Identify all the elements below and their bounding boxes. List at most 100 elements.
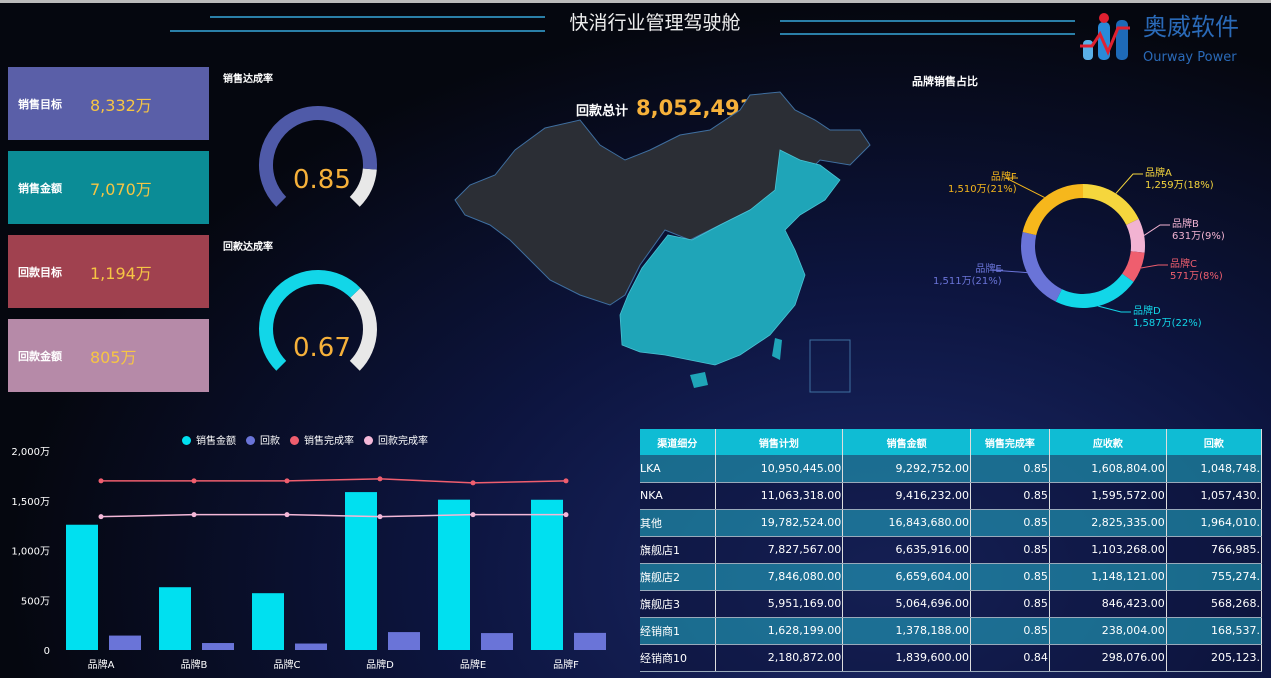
table-row[interactable]: 旗舰店3 5,951,169.00 5,064,696.00 0.85 846,423.… (640, 590, 1263, 618)
brand-pie-chart (990, 173, 1170, 313)
logo-name-cn: 奥威软件 (1143, 13, 1239, 41)
column-header[interactable]: 销售金额 (842, 429, 971, 455)
pie-slice[interactable] (1083, 184, 1139, 226)
legend-item[interactable]: 销售金额 (182, 432, 236, 447)
legend-item[interactable]: 回款 (246, 432, 280, 447)
line-point[interactable] (377, 476, 383, 482)
table-cell: 568,268. (1166, 590, 1263, 618)
legend-dot-icon (290, 436, 299, 445)
table-cell: 5,064,696.00 (842, 590, 971, 618)
sales-rate-gauge (259, 106, 377, 207)
kpi-card: 销售目标 8,332万 (8, 67, 209, 140)
bar-sales[interactable] (531, 499, 563, 650)
pie-label: 品牌F 1,510万(21%) (948, 172, 1017, 196)
table-cell: LKA (640, 455, 716, 483)
column-header[interactable]: 渠道细分 (640, 429, 716, 455)
column-header[interactable]: 销售完成率 (970, 429, 1050, 455)
column-header[interactable]: 应收款 (1049, 429, 1167, 455)
table-row[interactable]: 其他 19,782,524.00 16,843,680.00 0.85 2,825,33… (640, 509, 1263, 537)
pie-label-value: 1,510万(21%) (948, 184, 1017, 195)
bar-sales[interactable] (252, 593, 284, 650)
table-cell: 旗舰店1 (640, 536, 716, 564)
table-cell: 16,843,680.00 (842, 509, 971, 537)
legend-dot-icon (182, 436, 191, 445)
table-cell: 0.85 (970, 617, 1050, 645)
line-point[interactable] (98, 514, 104, 520)
legend-item[interactable]: 销售完成率 (290, 432, 354, 447)
line-point[interactable] (470, 480, 476, 486)
pie-label-name: 品牌D (1133, 306, 1161, 317)
table-row[interactable]: LKA 10,950,445.00 9,292,752.00 0.85 1,608,80… (640, 455, 1263, 483)
table-cell: 298,076.00 (1049, 644, 1167, 672)
bar-return[interactable] (574, 632, 606, 650)
gauge-fill (259, 106, 377, 207)
table-row[interactable]: 旗舰店2 7,846,080.00 6,659,604.00 0.85 1,148,12… (640, 563, 1263, 591)
kpi-value: 7,070万 (90, 179, 152, 199)
pie-slice[interactable] (1055, 273, 1134, 308)
line-point[interactable] (377, 514, 383, 520)
bar-sales[interactable] (438, 499, 470, 650)
pie-slice[interactable] (1126, 218, 1145, 253)
table-row[interactable]: 经销商1 1,628,199.00 1,378,188.00 0.85 238,004.… (640, 617, 1263, 645)
kpi-label: 销售金额 (18, 181, 62, 195)
legend-item[interactable]: 回款完成率 (364, 432, 428, 447)
table-cell: 10,950,445.00 (715, 455, 844, 483)
bar-return[interactable] (202, 643, 234, 650)
line-point[interactable] (470, 512, 476, 518)
table-cell: 1,964,010. (1166, 509, 1263, 537)
line-point[interactable] (191, 478, 197, 484)
pie-label-name: 品牌A (1145, 168, 1172, 179)
table-cell: 19,782,524.00 (715, 509, 844, 537)
line-point[interactable] (563, 512, 569, 518)
kpi-label: 回款目标 (18, 265, 62, 279)
line-point[interactable] (284, 512, 290, 518)
pie-slice[interactable] (1021, 231, 1062, 302)
table-row[interactable]: 旗舰店1 7,827,567.00 6,635,916.00 0.85 1,103,26… (640, 536, 1263, 564)
logo: 奥威软件 Ourway Power (1078, 12, 1268, 68)
table-row[interactable]: 经销商10 2,180,872.00 1,839,600.00 0.84 298,076… (640, 644, 1263, 672)
table-cell: 1,103,268.00 (1049, 536, 1167, 564)
pie-label: 品牌E 1,511万(21%) (933, 264, 1002, 288)
pie-label-value: 1,587万(22%) (1133, 318, 1202, 329)
table-cell: 旗舰店3 (640, 590, 716, 618)
gauge-fill (259, 270, 361, 371)
channel-table: 渠道细分 销售计划 销售金额 销售完成率 应收款 回款 LKA 10,950,445.00 9… (640, 429, 1263, 672)
pie-slice[interactable] (1022, 184, 1083, 236)
bar-return[interactable] (109, 635, 141, 650)
pie-label-name: 品牌F (990, 172, 1017, 183)
column-header[interactable]: 销售计划 (715, 429, 844, 455)
gauge-value: 0.85 (293, 165, 351, 195)
table-cell: 766,985. (1166, 536, 1263, 564)
line-point[interactable] (563, 478, 569, 484)
bar-return[interactable] (481, 633, 513, 650)
chart-legend: 销售金额 回款 销售完成率 回款完成率 (182, 432, 428, 447)
line-point[interactable] (284, 478, 290, 484)
pie-label-line (1143, 224, 1170, 236)
table-cell: 经销商1 (640, 617, 716, 645)
return-rate-gauge (259, 270, 377, 371)
bar-sales[interactable] (159, 587, 191, 650)
bar-sales[interactable] (66, 524, 98, 650)
line-point[interactable] (98, 478, 104, 484)
table-cell: 9,416,232.00 (842, 482, 971, 510)
y-tick-label: 0 (44, 646, 50, 657)
pie-label-line (1098, 305, 1131, 313)
gauge-track (349, 287, 377, 371)
line-point[interactable] (191, 512, 197, 518)
gauge-track (349, 168, 377, 207)
pie-slice[interactable] (1122, 251, 1145, 282)
table-cell: 1,057,430. (1166, 482, 1263, 510)
kpi-value: 1,194万 (90, 263, 152, 283)
bar-sales[interactable] (345, 492, 377, 650)
column-header[interactable]: 回款 (1166, 429, 1263, 455)
pie-label: 品牌D 1,587万(22%) (1133, 306, 1202, 330)
table-cell: 0.84 (970, 644, 1050, 672)
line-series (100, 513, 566, 518)
table-row[interactable]: NKA 11,063,318.00 9,416,232.00 0.85 1,595,57… (640, 482, 1263, 510)
bar-return[interactable] (388, 632, 420, 650)
x-tick-label: 品牌D (366, 658, 394, 671)
bar-return[interactable] (295, 643, 327, 650)
x-tick-label: 品牌F (553, 658, 579, 671)
header-line (780, 20, 1075, 22)
